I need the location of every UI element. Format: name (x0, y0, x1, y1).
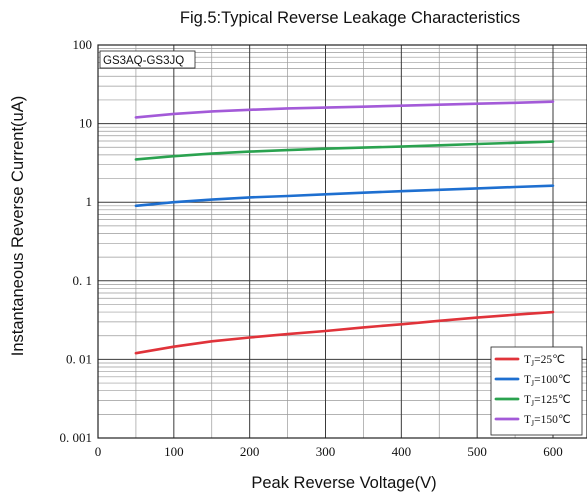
y-axis-ticks: 0. 001 0. 01 0. 1 1 10 100 (60, 37, 93, 445)
series-line-2 (134, 184, 555, 208)
y-tick-label: 0. 001 (60, 430, 93, 445)
minor-grid (98, 45, 587, 438)
legend-entry: TJ=25℃ (524, 354, 565, 368)
x-tick-label: 400 (392, 444, 412, 459)
x-axis-ticks: 0 100 200 300 400 500 600 (95, 444, 563, 459)
y-tick-label: 1 (86, 194, 93, 209)
series-layer (134, 100, 555, 355)
series-line-1 (134, 310, 555, 355)
x-tick-label: 200 (240, 444, 260, 459)
part-label-box: GS3AQ-GS3JQ (99, 50, 196, 69)
y-tick-label: 10 (79, 116, 92, 131)
x-tick-label: 100 (164, 444, 184, 459)
legend-entry: TJ=150℃ (524, 414, 571, 428)
plot-frame (97, 44, 587, 439)
x-tick-label: 600 (543, 444, 563, 459)
x-axis-label: Peak Reverse Voltage(V) (251, 474, 436, 492)
series-line-4 (134, 100, 555, 119)
x-tick-label: 500 (467, 444, 487, 459)
part-label: GS3AQ-GS3JQ (103, 55, 184, 67)
legend-entry: TJ=125℃ (524, 394, 571, 408)
y-tick-label: 100 (73, 37, 93, 52)
chart-title: Fig.5:Typical Reverse Leakage Characteri… (180, 9, 520, 27)
legend: TJ=25℃ TJ=100℃ TJ=125℃ TJ=150℃ (490, 346, 583, 436)
y-tick-label: 0. 1 (73, 273, 93, 288)
series-line-3 (134, 140, 555, 161)
y-axis-label: Instantaneous Reverse Current(uA) (9, 96, 27, 356)
legend-entry: TJ=100℃ (524, 374, 571, 388)
y-tick-label: 0. 01 (66, 351, 92, 366)
x-tick-label: 300 (316, 444, 336, 459)
x-tick-label: 0 (95, 444, 102, 459)
